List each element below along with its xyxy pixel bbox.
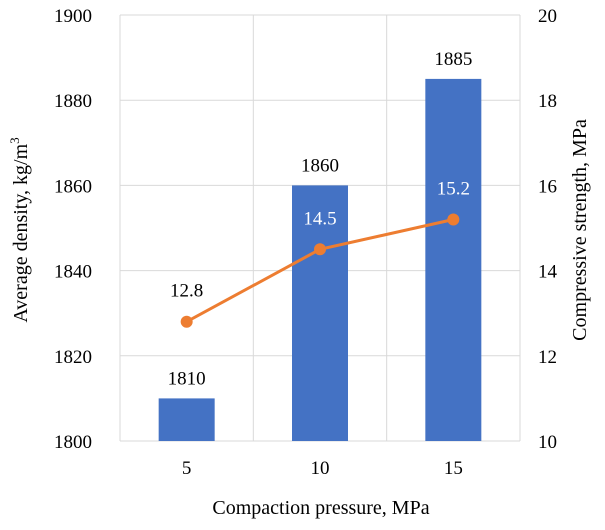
line-data-label: 14.5 — [303, 208, 336, 229]
bar — [158, 398, 215, 441]
line-point — [314, 243, 326, 256]
y-left-tick-label: 1820 — [54, 347, 92, 368]
y-axis-left-title: Average density, kg/m3 — [7, 137, 32, 322]
y-left-tick-label: 1880 — [54, 91, 92, 112]
y-right-tick-label: 10 — [538, 432, 557, 453]
bar — [425, 78, 482, 442]
y-left-tick-label: 1840 — [54, 262, 92, 283]
x-tick-label: 5 — [182, 458, 192, 479]
y-right-tick-label: 18 — [538, 91, 557, 112]
bar-data-label: 1860 — [301, 155, 339, 176]
line-data-label: 12.8 — [170, 281, 203, 302]
y-right-tick-label: 16 — [538, 176, 557, 197]
line-point — [447, 213, 460, 226]
line-point — [180, 315, 193, 328]
bar — [292, 185, 348, 441]
line-data-label: 15.2 — [437, 178, 470, 199]
y-axis-right-title: Compressive strength, MPa — [569, 119, 591, 341]
bar-series — [158, 78, 482, 442]
x-axis-title: Compaction pressure, MPa — [212, 497, 429, 519]
y-right-tick-label: 20 — [538, 6, 557, 27]
y-axis-left-title-sup: 3 — [7, 137, 22, 144]
y-right-tick-label: 12 — [538, 347, 557, 368]
x-tick-label: 10 — [311, 458, 330, 479]
y-left-tick-label: 1900 — [54, 6, 92, 27]
bar-data-label: 1810 — [168, 368, 206, 389]
bar-data-label: 1885 — [434, 49, 472, 70]
x-tick-label: 15 — [444, 458, 463, 479]
y-left-tick-label: 1800 — [54, 432, 92, 453]
y-right-tick-label: 14 — [538, 262, 558, 283]
y-left-tick-label: 1860 — [54, 176, 92, 197]
y-axis-left-title-base: Average density, kg/m — [10, 143, 32, 322]
data-labels: 1810 1860 1885 12.8 14.5 15.2 — [168, 49, 473, 389]
line-series — [180, 213, 460, 328]
